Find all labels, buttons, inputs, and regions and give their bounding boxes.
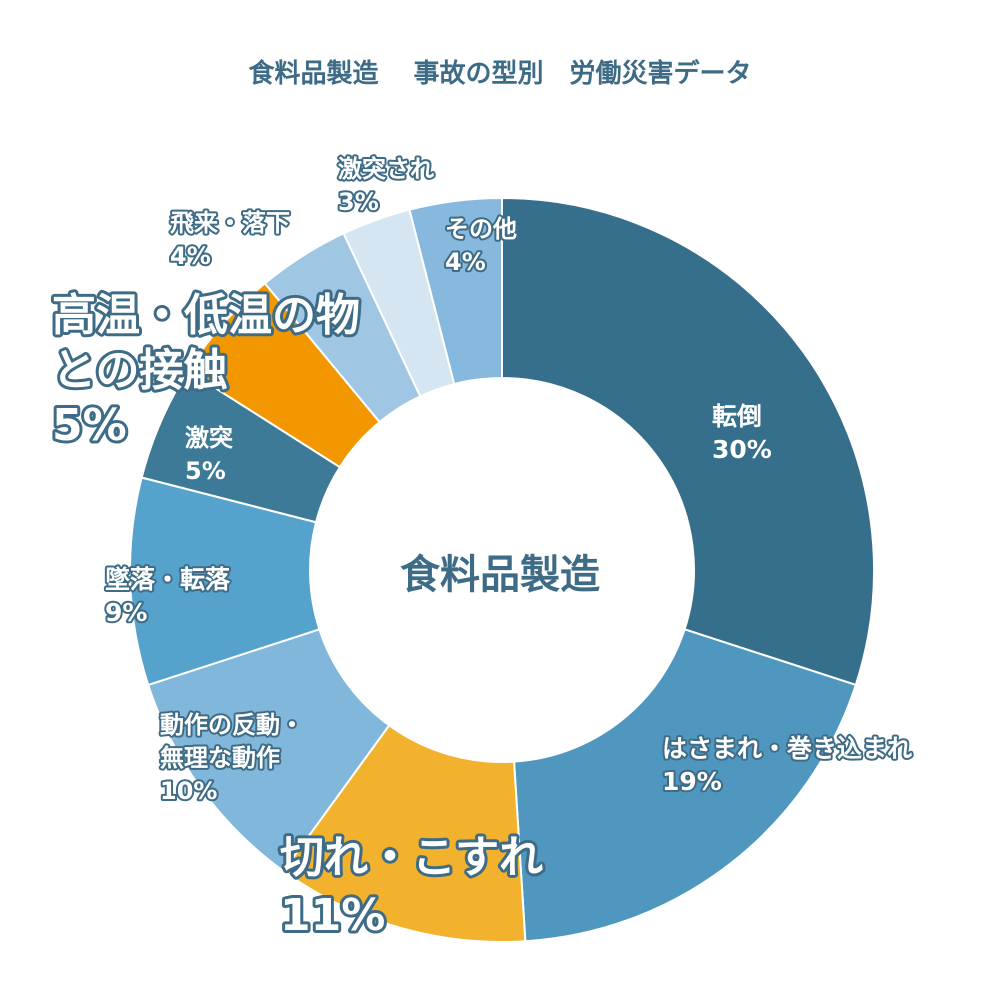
slice-name-1: 転倒 bbox=[712, 402, 762, 431]
slice-label-1: 転倒 30% bbox=[712, 402, 772, 464]
slice-name-4: 無理な動作 bbox=[160, 744, 280, 772]
slice-percent-2: 19% bbox=[662, 767, 722, 796]
slice-percent-8: 4% bbox=[170, 242, 211, 270]
slice-2 bbox=[512, 628, 858, 943]
slice-label-4: 動作の反動・無理な動作 10% bbox=[158, 709, 306, 807]
slice-percent-5: 9% bbox=[105, 598, 147, 627]
slice-label-8: 飛来・落下 4% bbox=[168, 207, 292, 272]
slice-percent-10: 4% bbox=[445, 248, 486, 276]
slice-percent-4: 10% bbox=[160, 777, 217, 805]
slice-name-7: 高温・低温の物 bbox=[52, 290, 360, 341]
slice-name-10: その他 bbox=[445, 215, 517, 243]
slice-1 bbox=[501, 196, 875, 687]
slice-label-5: 墜落・転落 9% bbox=[103, 563, 233, 629]
slice-percent-7: 5% bbox=[52, 400, 127, 451]
slice-name-5: 墜落・転落 bbox=[105, 565, 231, 594]
chart-title: 食料品製造 事故の型別 労働災害データ bbox=[248, 58, 751, 89]
slice-label-3: 切れ・こすれ 11% bbox=[277, 829, 546, 944]
slice-label-6: 激突 5% bbox=[185, 424, 233, 485]
slice-label-9: 激突され 3% bbox=[336, 153, 436, 218]
slice-name-8: 飛来・落下 bbox=[170, 209, 290, 237]
slice-name-2: はさまれ・巻き込まれ bbox=[662, 734, 912, 763]
slice-name-4: 動作の反動・ bbox=[160, 711, 304, 739]
donut-slices bbox=[129, 196, 875, 943]
slice-label-10: その他 4% bbox=[443, 213, 519, 278]
slice-name-7: との接触 bbox=[52, 345, 228, 396]
slice-percent-9: 3% bbox=[338, 188, 379, 216]
slice-name-6: 激突 bbox=[185, 424, 233, 452]
slice-label-2: はさまれ・巻き込まれ 19% bbox=[660, 732, 914, 798]
center-label: 食料品製造 bbox=[400, 552, 600, 598]
slice-percent-6: 5% bbox=[185, 457, 226, 485]
slice-name-9: 激突され bbox=[338, 155, 434, 183]
slice-name-3: 切れ・こすれ bbox=[280, 832, 543, 883]
slice-percent-1: 30% bbox=[712, 435, 772, 464]
slice-10 bbox=[408, 196, 503, 386]
slice-labels: 転倒 30% はさまれ・巻き込まれ 19% 切れ・こすれ 11% 動作の反動・無理な動作 10… bbox=[49, 153, 914, 944]
slice-percent-3: 11% bbox=[280, 890, 385, 941]
